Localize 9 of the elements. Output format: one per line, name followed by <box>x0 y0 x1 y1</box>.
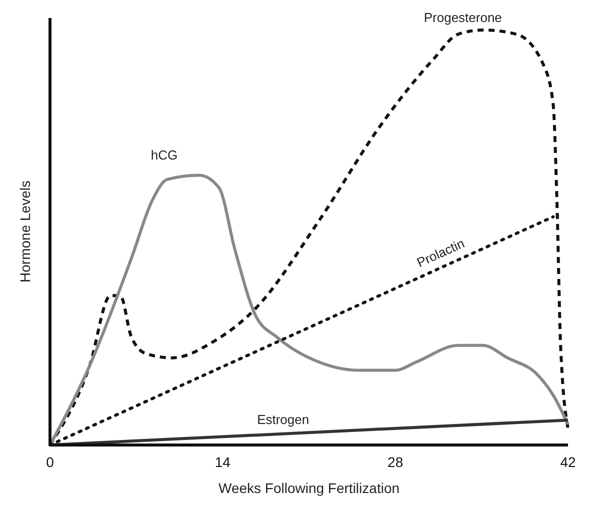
x-tick-label: 0 <box>46 454 54 470</box>
x-tick-label: 42 <box>560 454 576 470</box>
series-label: hCG <box>150 147 178 162</box>
x-axis-title: Weeks Following Fertilization <box>218 480 400 496</box>
series-label: Progesterone <box>424 10 502 25</box>
x-tick-label: 14 <box>214 454 231 470</box>
series-label: Estrogen <box>257 412 310 427</box>
y-axis-title: Hormone Levels <box>17 180 33 282</box>
x-tick-label: 28 <box>388 454 404 470</box>
